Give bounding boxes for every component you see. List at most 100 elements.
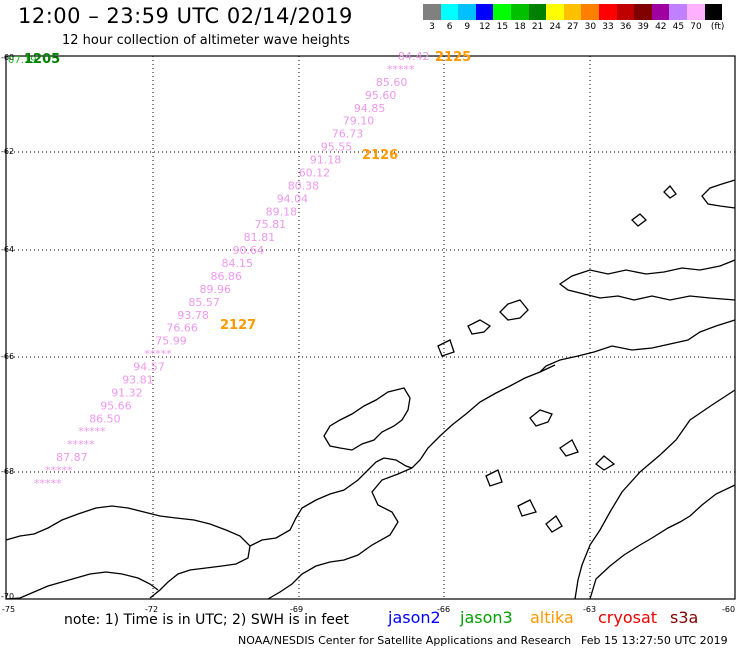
colorbar-swatch [528,4,547,20]
track-value: 76.66 [166,322,198,335]
longitude-label: -69 [290,605,303,614]
satellite-jason3: jason3 [460,608,513,627]
colorbar-label: 18 [514,22,526,32]
map-subtitle: 12 hour collection of altimeter wave hei… [62,33,350,48]
colorbar-label: 12 [479,22,491,32]
colorbar-label: 33 [602,22,614,32]
longitude-label: -72 [145,605,158,614]
pass-time-label: 2126 [362,148,398,163]
colorbar-label: 70 [690,22,702,32]
colorbar-swatch [704,4,723,20]
colorbar-label: 15 [496,22,509,32]
colorbar-label: 36 [619,22,632,32]
colorbar-label: 42 [655,22,667,32]
colorbar-swatch [440,4,459,20]
longitude-labels: -75 -72 -69 -66 -63 -60 [2,605,735,614]
colorbar-label: 30 [584,22,597,32]
map-title: 12:00 – 23:59 UTC 02/14/2019 [18,4,353,28]
track-value: 95.55 [321,141,353,154]
longitude-label: -66 [437,605,450,614]
latitude-label: -62 [1,147,14,156]
track-value: 89.96 [200,283,232,296]
track-value: 80.38 [288,179,320,192]
satellite-altika: altika [530,608,574,627]
track-value: 94.85 [354,102,386,115]
north-island-1 [701,179,736,209]
track-value: 89.18 [266,205,298,218]
colorbar-labels: 3 6 9 12 15 18 21 24 27 30 33 36 39 42 45 70 (ft) [423,22,740,36]
credit-line: NOAA/NESDIS Center for Satellite Applica… [238,634,572,647]
longitude-label: -75 [2,605,15,614]
track-value: 90.64 [233,244,265,257]
edge-value: 07.19 [8,55,37,66]
island-cluster-1 [437,299,529,357]
latitude-label: -68 [1,467,14,476]
track-value: ***** [45,464,73,477]
coastline [5,179,736,600]
colorbar-label: 24 [549,22,561,32]
longitude-label: -60 [722,605,735,614]
island-cluster-3 [485,469,563,533]
latitude-label: -60 [1,53,14,62]
track-value: 84.42 [398,50,430,63]
track-value: 81.81 [244,231,276,244]
track-value: 91.18 [310,154,342,167]
pass-time-label: 2125 [435,50,471,65]
pass-time-labels: 1205 2125 2126 2127 [24,50,471,333]
track-value: 85.60 [376,76,408,89]
satellite-cryosat: cryosat [598,608,658,627]
track-value: ***** [144,348,172,361]
colorbar-swatch [651,4,670,20]
track-value: ***** [34,477,62,490]
colorbar-swatch [686,4,705,20]
track-value: 87.87 [56,451,88,464]
track-value: 79.10 [343,115,375,128]
colorbar-swatch [669,4,687,20]
colorbar-swatch [475,4,494,20]
island-cluster-2 [529,409,616,471]
colorbar-label: 21 [531,22,544,32]
pass-time-label: 1205 [24,52,60,67]
colorbar-swatch [616,4,635,20]
track-value: ***** [78,425,106,438]
latitude-label: -70 [1,592,14,601]
footnote: note: 1) Time is in UTC; 2) SWH is in fe… [64,612,350,628]
track-value: 75.81 [255,218,287,231]
antarctic-peninsula-coast [574,389,736,600]
colorbar-label: 27 [567,22,579,32]
track-value: 85.57 [188,296,220,309]
track-value: 84.15 [222,257,254,270]
latitude-labels: -60 -62 -64 -66 -68 -70 [1,53,14,601]
track-value: 86.86 [211,270,243,283]
colorbar-label: 9 [464,22,471,32]
track-value: 95.66 [100,399,132,412]
latitude-label: -66 [1,352,14,361]
colorbar-swatch [493,4,511,20]
wave-height-colorbar [423,4,723,20]
colorbar-swatch [510,4,529,20]
colorbar-label: 6 [446,22,453,32]
colorbar-swatch [423,4,441,20]
colorbar-swatch [458,4,476,20]
colorbar-label: 3 [429,22,435,32]
track-value: 60.12 [299,167,331,180]
latitude-label: -64 [1,245,14,254]
alexander-island-coast [323,387,411,451]
colorbar-label: (ft) [710,22,725,32]
central-coast-inlet [249,457,413,547]
track-value: 91.32 [111,386,143,399]
track-value: 93.81 [122,374,154,387]
satellite-track: 84.42*****85.6095.6094.8579.1076.7395.55… [8,50,430,490]
peninsula-west-coast [267,364,556,600]
track-value: ***** [67,438,95,451]
track-value: 76.73 [332,128,364,141]
track-value: 93.78 [177,309,209,322]
track-value: 94.57 [133,361,165,374]
satellite-s3a: s3a [670,608,699,627]
colorbar-swatch [546,4,564,20]
colorbar-label: 45 [672,22,685,32]
colorbar-swatch [563,4,582,20]
colorbar-label: 39 [637,22,649,32]
track-value: 75.99 [155,335,187,348]
